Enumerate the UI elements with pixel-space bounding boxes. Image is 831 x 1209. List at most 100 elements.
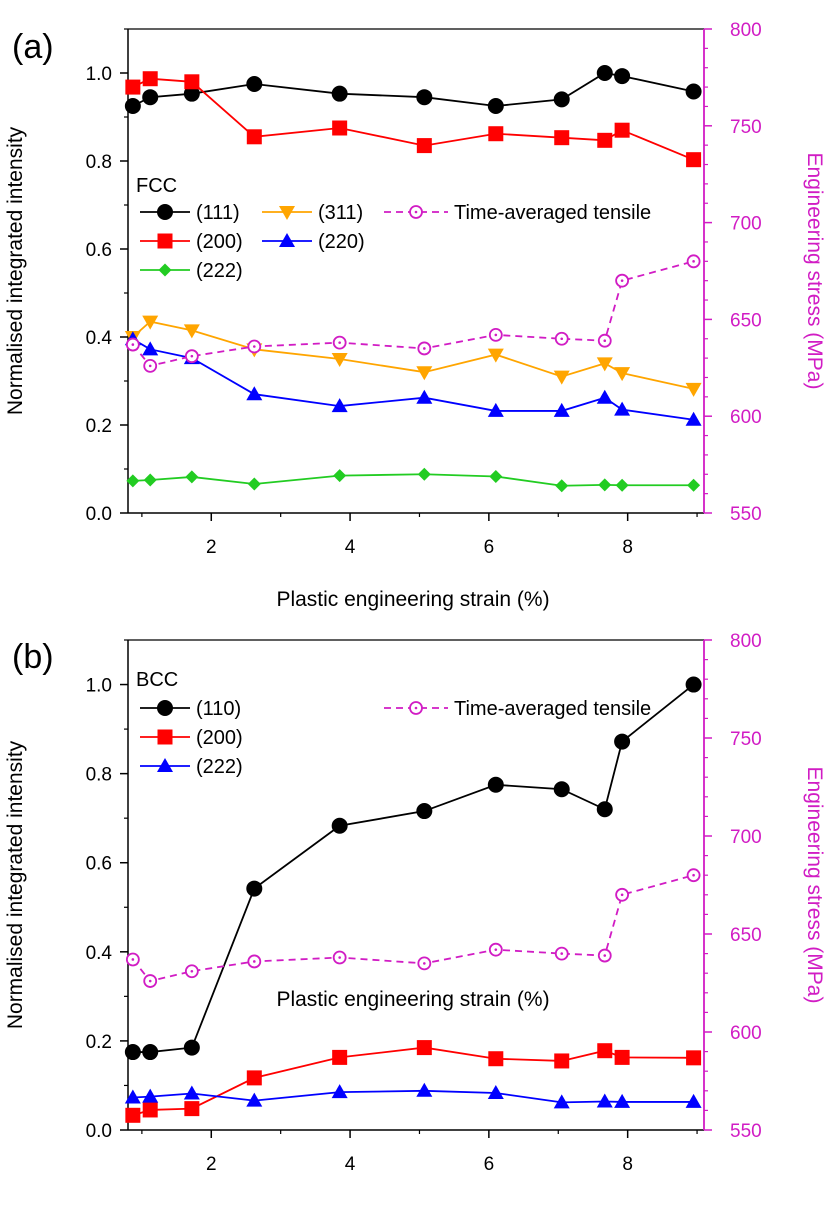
panel-a-series-2-point-9 [615, 478, 629, 492]
panel-a-series-4-point-10 [685, 411, 702, 426]
panel-b-series-1-point-10 [686, 1050, 702, 1066]
panel-b-legend-item-2: (200) [140, 727, 243, 749]
panel-b-series-1-point-7 [554, 1053, 570, 1069]
panel-b-y2-tick-label-5: 800 [730, 631, 762, 652]
panel-a-legend: FCC (111) (311) Time-averaged tensile (200) (… [136, 175, 651, 282]
panel-a-legend-item-3-marker [157, 233, 173, 249]
panel-a-series-3 [124, 315, 702, 397]
panel-a-series-1-point-0 [125, 79, 141, 95]
panel-b-y-tick-label-0: 0.0 [86, 1121, 112, 1142]
panel-a-series-0-point-9 [614, 68, 631, 85]
panel-a-series-4-point-8 [596, 389, 613, 404]
panel-b-series-1-point-9 [614, 1049, 630, 1065]
panel-b-series-2-point-5 [416, 1082, 433, 1097]
panel-a-series-1-point-7 [554, 130, 570, 146]
panel-b-y-tick-label-4: 0.8 [86, 765, 112, 786]
panel-a-series-2-point-0 [126, 474, 140, 488]
panel-a-series-5-point-10-dot [692, 260, 695, 263]
panel-a-legend-item-4-marker [279, 233, 295, 247]
panel-a-series-0-point-8 [596, 65, 613, 81]
panel-b-series-3-point-5-dot [423, 962, 426, 965]
panel-a-series-5-point-9-dot [620, 279, 624, 282]
panel-a-series-5-point-3-dot [253, 345, 256, 348]
panel-a-series-4-point-3 [246, 386, 263, 401]
panel-a-series-4-point-7 [553, 402, 570, 417]
panel-a-series-5 [125, 254, 701, 373]
panel-a-series-5-point-7 [554, 331, 569, 346]
panel-a-series-2 [126, 467, 701, 493]
panel-a-series-0-point-5 [416, 89, 433, 106]
panel-a-legend-item-5-label: (222) [196, 260, 243, 282]
panel-a-series-5-point-2 [184, 349, 199, 364]
panel-b-x-tick-label-3: 8 [622, 1154, 633, 1175]
panel-b-legend-item-2-label: (200) [196, 727, 243, 749]
panel-a-series-4-point-9 [614, 401, 631, 416]
panel-a-series-0-point-10 [685, 83, 702, 100]
panel-a-series-1-point-6 [488, 126, 504, 142]
panel-a-series-5-point-5 [417, 341, 432, 356]
panel-b-series-0-point-0 [124, 1044, 141, 1061]
panel-b-series-0-point-1 [142, 1044, 159, 1061]
panel-b-series-0-point-4 [331, 817, 348, 834]
panel-a-series-0-point-3 [246, 76, 263, 92]
panel-a-series-5-point-7-dot [560, 337, 564, 341]
panel-a-series-3-point-9 [614, 367, 631, 382]
panel-a-x-tick-label-2: 6 [484, 537, 495, 558]
panel-a-series-1-point-4 [332, 120, 348, 136]
panel-a-y2-tick-label-3: 700 [730, 214, 762, 235]
panel-a-y2-tick-label-4: 750 [730, 117, 762, 138]
panel-b-series-1-point-1 [142, 1102, 158, 1118]
panel-a-series-5-point-4 [332, 335, 347, 350]
panel-b-series-3-point-9-dot [620, 893, 624, 897]
panel-a-series-5-point-0 [125, 337, 140, 352]
panel-b-series-0-point-3 [246, 880, 263, 897]
panel-b-series-2-point-3 [246, 1092, 263, 1107]
panel-a-series-5-point-5-dot [423, 347, 426, 350]
panel-a-series-3-point-2 [183, 324, 200, 339]
panel-b-series-3-point-8-dot [603, 954, 607, 957]
panel-b-legend-item-0: (110) [140, 698, 241, 720]
panel-b-y2-axis-title: Engineering stress (MPa) [803, 767, 826, 1004]
panel-b-series-3-point-2 [184, 964, 199, 979]
panel-a-series-4 [124, 331, 702, 426]
panel-a-legend-item-0: (111) [140, 202, 240, 224]
panel-b-series-3-point-9 [615, 887, 630, 902]
panel-b-series-2-point-1 [142, 1088, 159, 1103]
panel-a-series-5-point-0-dot [131, 343, 135, 346]
panel-a-series-1-point-5 [416, 138, 432, 154]
panel-b-series-3-point-0 [125, 952, 140, 967]
panel-a-series-4-point-4 [331, 398, 348, 413]
panel-b-series-1-point-6 [488, 1051, 504, 1067]
panel-a-y-axis-title: Normalised integrated intensity [4, 126, 27, 415]
panel-b-series-1-point-5 [416, 1040, 432, 1056]
panel-a-legend-item-0-marker [157, 204, 173, 220]
panel-a-series-5-point-4-dot [338, 341, 341, 344]
panel-b-legend-item-1-marker [409, 701, 423, 715]
panel-b-legend-item-1-label: Time-averaged tensile [454, 698, 651, 720]
panel-a-x-tick-label-3: 8 [622, 537, 633, 558]
panel-a-series-0-point-1 [142, 89, 159, 106]
panel-b-series-1-point-4 [332, 1049, 348, 1065]
panel-a-legend-item-1-label: (311) [318, 202, 363, 224]
panel-b-series-3-point-7 [554, 946, 569, 961]
panel-b-series-2-point-10 [685, 1093, 702, 1108]
panel-b-series-0-point-2 [183, 1039, 200, 1056]
panel-b-series-2-point-9 [614, 1093, 631, 1108]
panel-b-x-tick-label-0: 2 [206, 1154, 217, 1175]
panel-b-series-3-point-2-dot [190, 969, 194, 973]
panel-a-y-tick-label-5: 1.0 [86, 64, 112, 85]
panel-b-series-2-point-8 [596, 1093, 613, 1108]
panel-b-legend-item-1-marker-dot [414, 706, 418, 710]
panel-b-series-3-point-3 [247, 954, 262, 969]
panel-b-series-3-point-7-dot [560, 952, 564, 955]
panel-a-legend-item-5: (222) [140, 260, 243, 282]
panel-a-series-5-point-8-dot [603, 339, 607, 342]
panel-a-series-5-point-9 [615, 273, 630, 288]
panel-a-legend-item-2-marker-dot [414, 210, 418, 214]
panel-a-y2-tick-label-1: 600 [730, 407, 762, 428]
panel-b-y2-tick-label-4: 750 [730, 729, 762, 750]
panel-a-series-1-point-1 [142, 71, 158, 87]
panel-a-series-1 [125, 71, 702, 168]
panel-a-series-2-point-7 [555, 479, 569, 493]
